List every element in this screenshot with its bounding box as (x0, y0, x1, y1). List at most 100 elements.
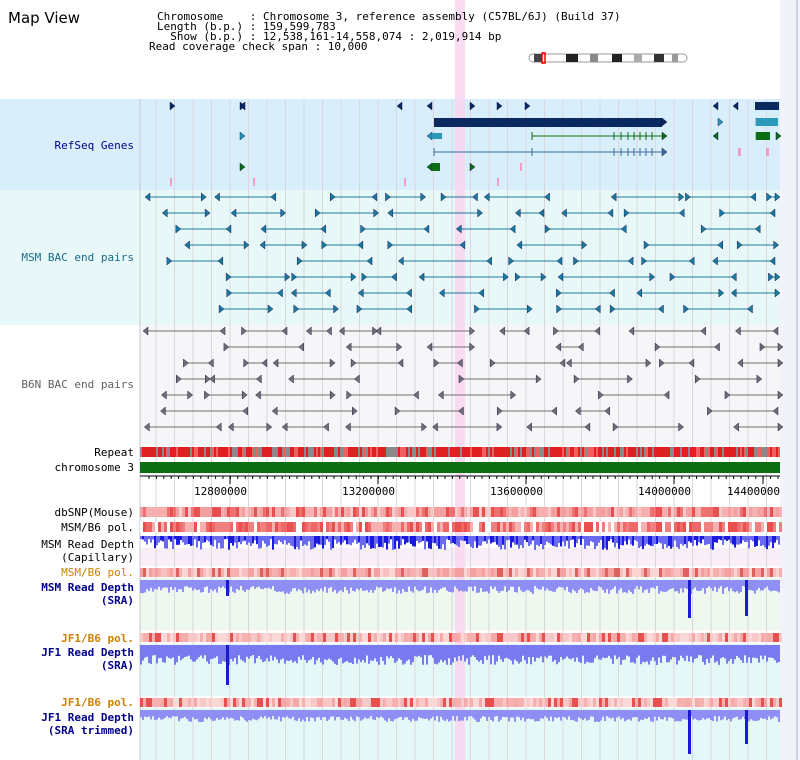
jf1-tr-depth (704, 710, 706, 720)
jf1-pol2-mark (230, 698, 233, 707)
chromosome-ideogram[interactable] (528, 50, 688, 64)
jf1-sra-depth (264, 645, 266, 662)
msm-sra-depth (372, 580, 374, 593)
msm-cap-depth (546, 536, 548, 542)
dbsnp-mark (650, 507, 653, 517)
msm-cap-depth (208, 536, 210, 542)
dbsnp-mark (353, 507, 356, 517)
msm-sra-depth (462, 580, 464, 592)
jf1-sra-depth (416, 645, 418, 657)
jf1-tr-depth (352, 710, 354, 720)
msm-bac-pair (641, 256, 647, 266)
jf1-pol-mark (665, 633, 668, 642)
track-label-dbsnp[interactable]: dbSNP(Mouse) (54, 506, 134, 519)
b6n-bac-pair (281, 326, 288, 336)
track-label-jf1-pol-2[interactable]: JF1/B6 pol. (61, 696, 134, 709)
dbsnp-mark (434, 507, 437, 517)
jf1-tr-depth (624, 710, 626, 722)
track-label-repeat[interactable]: Repeat (94, 446, 134, 459)
msm-bac-pair (225, 272, 232, 282)
msm-pol-mark (446, 522, 449, 532)
repeat-mark (326, 447, 328, 457)
msm-sra-depth (706, 580, 708, 589)
track-label-msm-pol-2[interactable]: MSM/B6 pol. (61, 566, 134, 579)
jf1-tr-depth (372, 710, 374, 720)
jf1-tr-depth (268, 710, 270, 718)
msm-pol-mark (707, 522, 710, 532)
msm-bac-pair (226, 288, 233, 298)
dbsnp-mark (698, 507, 701, 517)
msm-sra-depth (322, 580, 324, 592)
dbsnp-mark (524, 507, 527, 517)
jf1-pol-mark (521, 633, 524, 642)
msm-sra-depth (468, 580, 470, 587)
dbsnp-mark (551, 507, 554, 517)
jf1-sra-depth (450, 645, 452, 665)
jf1-pol-mark (221, 633, 224, 642)
jf1-pol-mark (326, 633, 329, 642)
msm-pol2-mark (485, 568, 488, 577)
msm-sra-depth (574, 580, 576, 592)
track-label-jf1-pol-1[interactable]: JF1/B6 pol. (61, 632, 134, 645)
b6n-bac-pair (777, 422, 784, 432)
dbsnp-mark (647, 507, 650, 517)
jf1-sra-depth (310, 645, 312, 660)
jf1-tr-depth (542, 710, 544, 719)
jf1-pol2-mark (269, 698, 272, 707)
jf1-tr-depth (518, 710, 520, 718)
msm-sra-depth (390, 580, 392, 589)
msm-pol-mark (554, 522, 557, 532)
msm-pol2-mark (320, 568, 323, 577)
b6n-bac-pair (345, 342, 352, 352)
repeat-mark (234, 447, 236, 457)
gene-arrow (239, 101, 246, 111)
jf1-pol-mark (644, 633, 647, 642)
msm-bac-pair (366, 256, 373, 266)
track-label-jf1-depth-sra[interactable]: JF1 Read Depth (41, 646, 134, 659)
track-label-chromosome[interactable]: chromosome 3 (54, 461, 134, 474)
msm-cap-depth (722, 536, 724, 545)
jf1-sra-depth (692, 645, 694, 663)
jf1-pol-mark (338, 633, 341, 642)
msm-cap-depth (282, 536, 284, 545)
msm-pol-mark (212, 522, 215, 532)
track-label-jf1-depth-tr[interactable]: JF1 Read Depth (41, 711, 134, 724)
jf1-tr-depth (666, 710, 668, 721)
jf1-pol-mark (272, 633, 275, 642)
jf1-pol2-mark (350, 698, 353, 707)
gene-arrow (239, 162, 246, 172)
jf1-sra-depth (566, 645, 568, 657)
jf1-tr-depth (168, 710, 170, 718)
track-label-msm-pol-1[interactable]: MSM/B6 pol. (61, 521, 134, 534)
msm-pol2-mark (749, 568, 752, 577)
track-label-msm-bac[interactable]: MSM BAC end pairs (21, 251, 134, 264)
jf1-pol2-mark (644, 698, 647, 707)
jf1-tr-depth (594, 710, 596, 722)
jf1-tr-depth (496, 710, 498, 717)
track-label-msm-depth-sra[interactable]: MSM Read Depth (41, 581, 134, 594)
jf1-sra-depth (456, 645, 458, 662)
msm-pol2-mark (677, 568, 680, 577)
msm-pol2-mark (365, 568, 368, 577)
jf1-tr-depth (476, 710, 478, 722)
track-label-msm-depth-cap[interactable]: MSM Read Depth (41, 538, 134, 551)
jf1-pol-mark (449, 633, 452, 642)
repeat-mark (726, 447, 728, 457)
msm-sra-depth (224, 580, 226, 589)
repeat-mark (548, 447, 550, 457)
gene-arrow (661, 131, 668, 141)
dbsnp-mark (281, 507, 284, 517)
track-label-b6n-bac[interactable]: B6N BAC end pairs (21, 378, 134, 391)
jf1-sra-depth (698, 645, 700, 656)
jf1-sra-depth (446, 645, 448, 665)
jf1-sra-depth (318, 645, 320, 658)
msm-cap-depth (334, 536, 336, 540)
msm-pol2-mark (656, 568, 659, 577)
jf1-tr-depth (444, 710, 446, 721)
msm-cap-depth (658, 536, 660, 543)
repeat-mark (518, 447, 520, 457)
repeat-mark (422, 447, 424, 457)
repeat-mark (190, 447, 192, 457)
track-label-refseq[interactable]: RefSeq Genes (54, 139, 134, 152)
